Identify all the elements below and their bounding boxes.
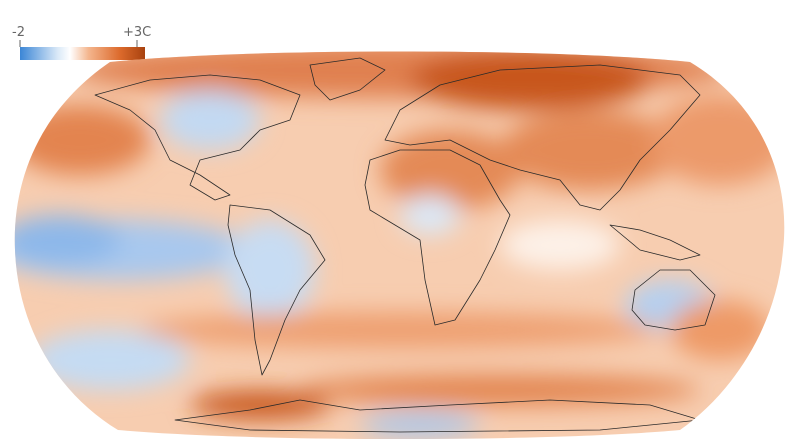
color-scale [20,47,145,60]
legend-max-label: +3C [123,25,151,40]
coastlines [94,57,716,433]
anomaly-map [14,51,785,439]
legend: -2 +3C [12,25,151,60]
legend-min-label: -2 [12,25,25,40]
